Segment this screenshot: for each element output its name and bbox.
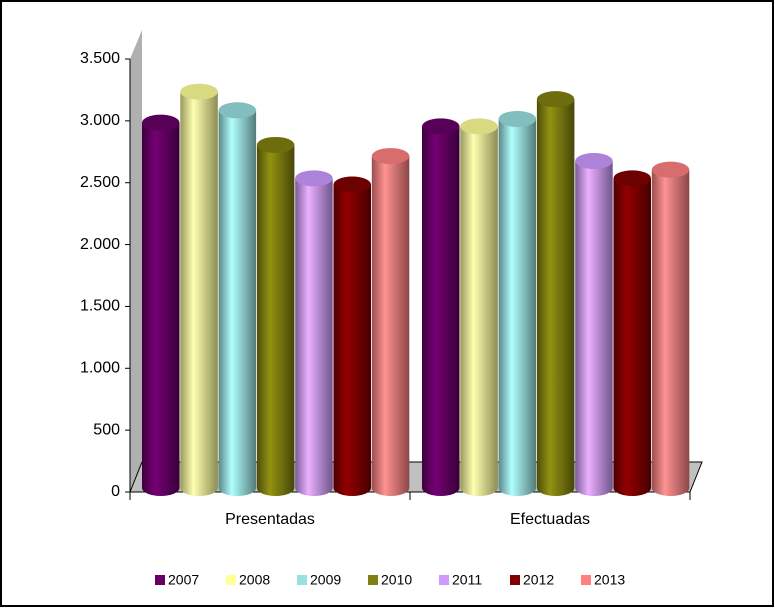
- y-tick-label: 1.500: [80, 298, 120, 315]
- y-tick-label: 2.000: [80, 236, 120, 253]
- legend-label: 2011: [452, 572, 482, 588]
- bar-body: [498, 118, 537, 489]
- legend-swatch: [297, 575, 307, 585]
- bar: [295, 170, 333, 496]
- bar-top: [295, 170, 333, 187]
- y-tick-label: 3.500: [80, 50, 120, 67]
- y-tick-label: 500: [93, 421, 120, 438]
- bar: [536, 91, 575, 496]
- bar: [180, 83, 218, 496]
- bar-body: [180, 91, 218, 488]
- bar-body: [613, 178, 651, 489]
- bar-body: [142, 122, 180, 489]
- bar: [460, 118, 498, 496]
- x-tick-label: Efectuadas: [510, 511, 590, 528]
- legend-label: 2012: [523, 572, 554, 588]
- bar-top: [536, 91, 575, 108]
- bar-body: [536, 99, 575, 488]
- bar: [422, 118, 460, 496]
- bar-body: [422, 126, 460, 488]
- bar-top: [460, 118, 498, 135]
- bar-top: [371, 148, 410, 165]
- y-tick-label: 3.000: [80, 112, 120, 129]
- bar-top: [218, 102, 257, 119]
- bar-top: [256, 136, 295, 153]
- bar-body: [218, 110, 257, 489]
- bar: [256, 136, 295, 496]
- bar-body: [651, 169, 690, 488]
- legend-swatch: [510, 575, 520, 585]
- legend-swatch: [155, 575, 165, 585]
- legend-swatch: [226, 575, 236, 585]
- bar-top: [142, 114, 180, 131]
- bar: [333, 176, 371, 496]
- legend-label: 2013: [594, 572, 625, 588]
- legend-swatch: [581, 575, 591, 585]
- bar: [142, 114, 180, 496]
- y-tick-label: 0: [111, 483, 120, 500]
- bar-top: [422, 118, 460, 135]
- legend-label: 2007: [168, 572, 199, 588]
- bar: [218, 102, 257, 496]
- bar-top: [180, 83, 218, 100]
- bar: [371, 148, 410, 496]
- bar-body: [333, 184, 371, 488]
- bar-body: [371, 156, 410, 488]
- bar-top: [613, 170, 651, 187]
- x-tick-label: Presentadas: [225, 511, 315, 528]
- bar-top: [498, 110, 537, 127]
- y-tick-label: 2.500: [80, 174, 120, 191]
- legend-label: 2009: [310, 572, 341, 588]
- bar-body: [460, 126, 498, 488]
- bar-body: [256, 144, 295, 488]
- legend-swatch: [439, 575, 449, 585]
- bar: [613, 170, 651, 496]
- legend-label: 2008: [239, 572, 270, 588]
- bar-top: [333, 176, 371, 193]
- bar-top: [651, 161, 690, 178]
- legend-label: 2010: [381, 572, 412, 588]
- bar-body: [575, 161, 613, 488]
- bar: [575, 153, 613, 496]
- bar: [651, 161, 690, 496]
- bar-body: [295, 178, 333, 489]
- legend-swatch: [368, 575, 378, 585]
- y-tick-label: 1.000: [80, 360, 120, 377]
- bar: [498, 110, 537, 496]
- side-wall: [130, 30, 142, 492]
- bar-top: [575, 153, 613, 170]
